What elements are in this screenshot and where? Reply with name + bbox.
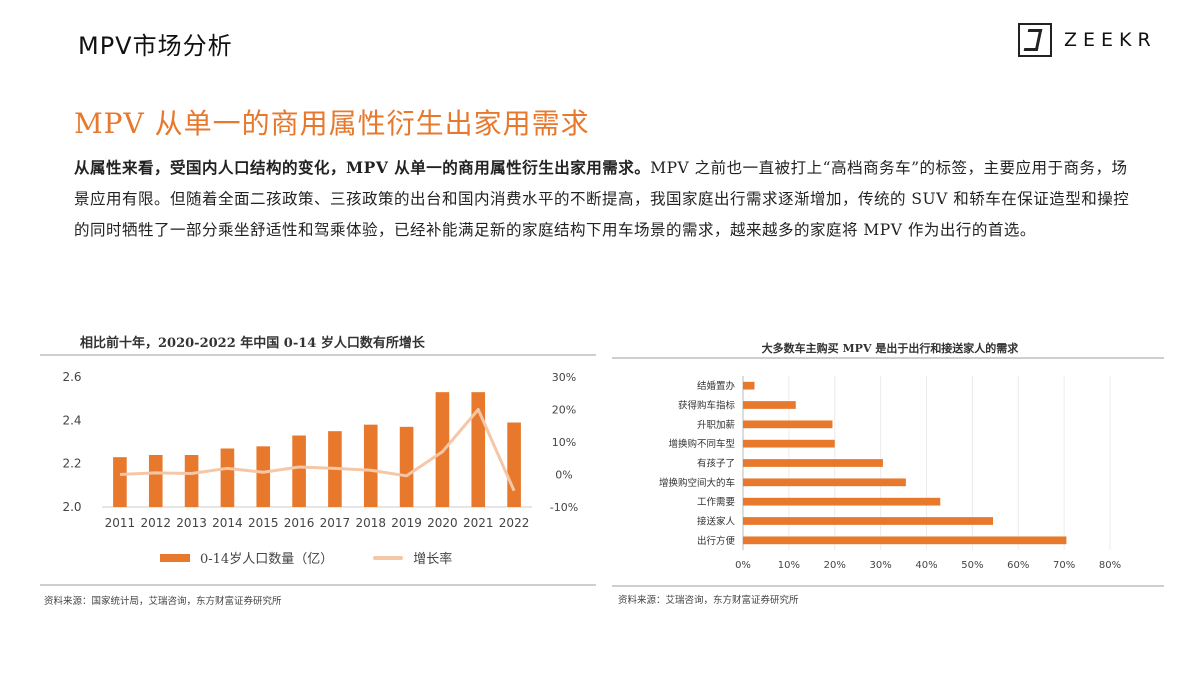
legend-line-swatch: [373, 555, 404, 560]
chart1-title: 相比前十年，2020-2022 年中国 0-14 岁人口数有所增长: [80, 336, 425, 351]
x-axis-tick-label: 2018: [355, 516, 386, 530]
right-axis-tick-label: 30%: [552, 371, 576, 384]
x-axis-tick-label: 2021: [463, 516, 494, 530]
x-axis-tick-label: 2011: [105, 516, 136, 530]
right-axis-tick-label: -10%: [550, 501, 578, 514]
left-axis-tick-label: 2.6: [62, 370, 81, 384]
x-axis-tick-label: 50%: [961, 560, 983, 571]
population-bar: [113, 457, 127, 507]
chart1-bottom-rule: [40, 584, 596, 586]
chart2-top-rule: [612, 357, 1164, 359]
x-axis-tick-label: 10%: [778, 560, 800, 571]
x-axis-tick-label: 2016: [284, 516, 315, 530]
reason-bar: [743, 459, 883, 467]
x-axis-tick-label: 40%: [915, 560, 937, 571]
category-label: 工作需要: [697, 496, 735, 508]
chart1-source: 资料来源：国家统计局，艾瑞咨询，东方财富证券研究所: [44, 596, 282, 607]
legend-bar-label: 0-14岁人口数量（亿）: [200, 552, 334, 567]
growth-rate-line: [119, 408, 516, 492]
population-bar: [220, 448, 235, 507]
category-label: 升职加薪: [697, 419, 736, 431]
population-bar: [363, 424, 378, 507]
right-axis-tick-label: 0%: [555, 469, 572, 482]
population-bar: [399, 426, 414, 507]
x-axis-tick-label: 2017: [320, 516, 351, 530]
chart2-title: 大多数车主购买 MPV 是出于出行和接送家人的需求: [761, 342, 1019, 355]
category-label: 有孩子了: [697, 458, 735, 470]
x-axis-tick-label: 2022: [499, 516, 530, 530]
left-axis-tick-label: 2.4: [62, 413, 81, 427]
chart1-top-rule: [40, 354, 596, 356]
purchase-reason-chart: 0% 10% 20% 30% 40% 50% 60% 70% 80% 结婚置办获得购车指标升职加薪…: [659, 376, 1121, 571]
x-axis-tick-label: 2020: [427, 516, 458, 530]
left-axis-tick-label: 2.0: [62, 500, 81, 514]
population-bar: [148, 455, 163, 507]
reason-bar: [743, 420, 833, 429]
right-axis-tick-label: 10%: [552, 436, 576, 449]
category-label: 获得购车指标: [678, 400, 736, 412]
logo-text: ZEEKR: [1064, 29, 1157, 51]
population-bar: [256, 446, 271, 507]
x-axis-tick-label: 2013: [176, 516, 207, 530]
x-axis-tick-label: 2015: [248, 516, 279, 530]
brand-logo: ZEEKR: [1018, 22, 1157, 58]
reason-bar: [743, 401, 796, 409]
population-chart: 2.0 2.2 2.4 2.6 -10% 0% 10% 20% 30% 2011 2012 2013 2…: [62, 370, 578, 530]
x-axis-tick-label: 80%: [1099, 560, 1121, 571]
chart2-source: 资料来源：艾瑞咨询，东方财富证券研究所: [618, 595, 799, 606]
reason-bar: [743, 536, 1067, 545]
category-label: 接送家人: [697, 516, 736, 528]
x-axis-tick-label: 70%: [1053, 560, 1075, 571]
population-bar: [184, 455, 199, 507]
x-axis-tick-label: 2012: [140, 516, 171, 530]
population-bar: [292, 435, 306, 507]
slide-headline: MPV 从单一的商用属性衍生出家用需求: [74, 107, 590, 140]
category-label: 结婚置办: [697, 380, 736, 392]
x-axis-tick-label: 2014: [212, 516, 243, 530]
reason-bar: [743, 439, 835, 448]
x-axis-tick-label: 2019: [391, 516, 422, 530]
zeekr-logo-icon: [1018, 23, 1052, 57]
reason-bar: [743, 381, 755, 390]
reason-bar: [743, 497, 941, 506]
category-label: 出行方便: [697, 535, 736, 547]
paragraph-body: MPV 之前也一直被打上“高档商务车”的标签，主要应用于商务，场景应用有限。但随…: [74, 159, 1130, 239]
paragraph-bold-lead: 从属性来看，受国内人口结构的变化，MPV 从单一的商用属性衍生出家用需求。: [74, 158, 651, 177]
population-bar: [507, 422, 521, 507]
body-paragraph: 从属性来看，受国内人口结构的变化，MPV 从单一的商用属性衍生出家用需求。MPV…: [74, 152, 1134, 246]
chart2-bottom-rule: [612, 585, 1164, 587]
chart1-legend: 0-14岁人口数量（亿） 增长率: [160, 548, 452, 567]
x-axis-tick-label: 60%: [1007, 560, 1029, 571]
x-axis-tick-label: 20%: [824, 560, 846, 571]
category-label: 增换购不同车型: [668, 438, 735, 450]
reason-bar: [743, 478, 906, 487]
page-title: MPV市场分析: [78, 32, 233, 60]
left-axis-tick-label: 2.2: [62, 457, 81, 471]
category-label: 增换购空间大的车: [659, 477, 735, 489]
x-axis-tick-label: 30%: [870, 560, 892, 571]
legend-line-label: 增长率: [413, 552, 453, 567]
legend-bar-swatch: [160, 553, 190, 562]
reason-bar: [743, 517, 994, 525]
x-axis-tick-label: 0%: [735, 560, 751, 571]
right-axis-tick-label: 20%: [552, 404, 576, 417]
